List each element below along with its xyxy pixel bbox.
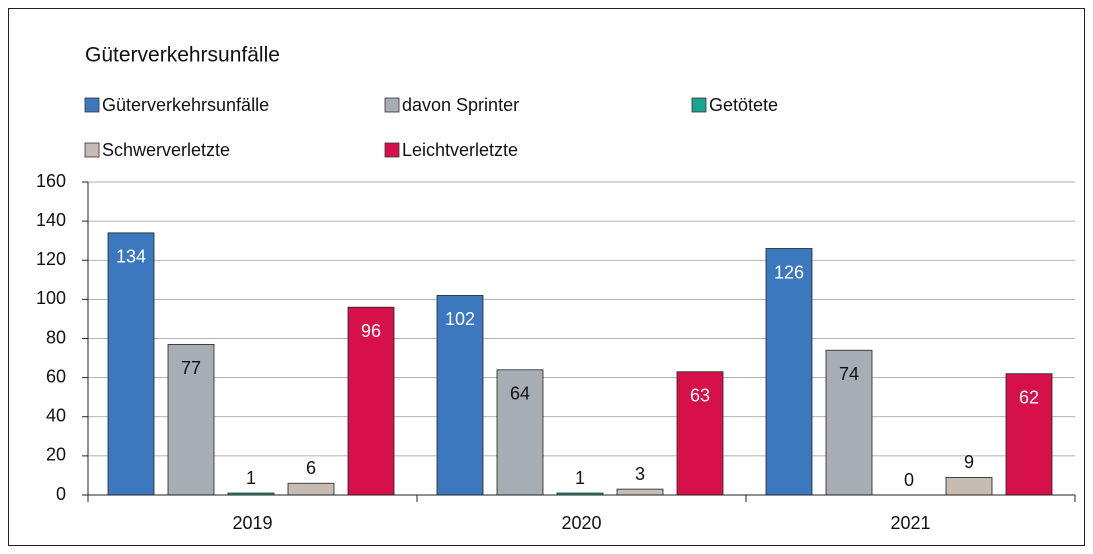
bar: [347, 306, 395, 496]
legend-label: Güterverkehrsunfälle: [102, 95, 269, 115]
bar: [765, 248, 813, 496]
y-tick-label: 60: [46, 366, 66, 386]
data-label: 74: [839, 364, 859, 384]
bar: [436, 295, 484, 496]
y-tick-label: 80: [46, 327, 66, 347]
bar: [616, 488, 664, 496]
legend-swatch: [691, 97, 707, 113]
y-tick-label: 120: [36, 249, 66, 269]
data-label: 6: [306, 458, 316, 478]
x-tick-label: 2020: [561, 513, 601, 533]
data-label: 3: [635, 464, 645, 484]
y-tick-label: 40: [46, 406, 66, 426]
legend-swatch: [384, 97, 400, 113]
legend-swatch: [384, 142, 400, 158]
data-label: 64: [510, 384, 530, 404]
legend-label: Leichtverletzte: [402, 140, 518, 160]
bar: [167, 343, 215, 496]
y-tick-label: 100: [36, 288, 66, 308]
data-label: 9: [964, 452, 974, 472]
bar: [496, 369, 544, 496]
chart-title: Güterverkehrsunfälle: [85, 44, 280, 67]
bar: [676, 371, 724, 496]
y-tick-label: 140: [36, 210, 66, 230]
data-label: 96: [361, 321, 381, 341]
legend-swatch: [84, 97, 100, 113]
bar: [945, 476, 993, 496]
data-label: 134: [116, 247, 146, 267]
data-label: 63: [690, 386, 710, 406]
data-label: 126: [774, 262, 804, 282]
data-label: 1: [575, 468, 585, 488]
bar: [825, 349, 873, 496]
x-tick-label: 2021: [890, 513, 930, 533]
data-label: 77: [181, 358, 201, 378]
data-label: 1: [246, 468, 256, 488]
bar: [107, 232, 155, 496]
y-tick-label: 0: [56, 484, 66, 504]
frame: [8, 8, 1085, 546]
x-tick-label: 2019: [232, 513, 272, 533]
legend-label: Schwerverletzte: [102, 140, 230, 160]
data-label: 102: [445, 309, 475, 329]
legend-label: davon Sprinter: [402, 95, 519, 115]
y-tick-label: 20: [46, 445, 66, 465]
y-tick-label: 160: [36, 171, 66, 191]
data-label: 0: [904, 470, 914, 490]
data-label: 62: [1019, 387, 1039, 407]
legend-swatch: [84, 142, 100, 158]
bar: [1005, 373, 1053, 496]
bar: [287, 482, 335, 496]
legend-label: Getötete: [709, 95, 778, 115]
